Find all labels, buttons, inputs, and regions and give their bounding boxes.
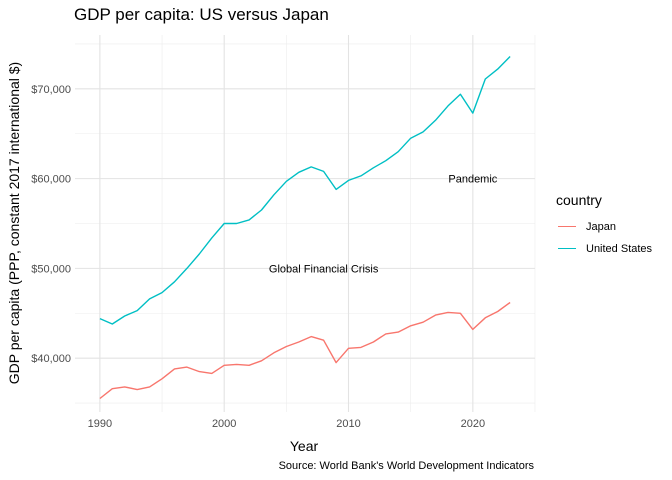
legend: country Japan United States xyxy=(556,192,652,260)
x-tick-label: 2020 xyxy=(461,418,485,430)
x-tick-label: 2010 xyxy=(336,418,360,430)
axis-tick-labels: 1990 2000 2010 2020 $40,000 $50,000 $60,000 $70… xyxy=(31,84,485,430)
annotation-label: Pandemic xyxy=(448,174,497,186)
x-tick-label: 1990 xyxy=(88,418,112,430)
y-tick-label: $60,000 xyxy=(31,174,71,186)
legend-key-united-states xyxy=(556,238,578,260)
y-tick-label: $50,000 xyxy=(31,263,71,275)
y-tick-label: $70,000 xyxy=(31,84,71,96)
chart-caption: Source: World Bank's World Development I… xyxy=(278,460,534,472)
legend-item-united-states: United States xyxy=(556,238,652,260)
legend-label-united-states: United States xyxy=(586,243,653,255)
y-tick-label: $40,000 xyxy=(31,353,71,365)
y-axis-label: GDP per capita (PPP, constant 2017 inter… xyxy=(6,61,22,385)
legend-label-japan: Japan xyxy=(586,221,616,233)
major-gridlines xyxy=(75,35,535,412)
legend-key-japan xyxy=(556,216,578,238)
annotations: Global Financial Crisis Pandemic xyxy=(269,174,498,276)
series-lines xyxy=(99,56,511,400)
minor-gridlines xyxy=(75,35,536,412)
x-tick-label: 2000 xyxy=(212,418,236,430)
legend-title: country xyxy=(556,192,602,208)
series-line-united-states xyxy=(99,56,511,325)
chart-title: GDP per capita: US versus Japan xyxy=(74,5,329,24)
legend-item-japan: Japan xyxy=(556,216,652,238)
annotation-label: Global Financial Crisis xyxy=(269,263,379,275)
x-axis-label-text: Year xyxy=(289,438,319,454)
series-line-japan xyxy=(99,301,511,400)
